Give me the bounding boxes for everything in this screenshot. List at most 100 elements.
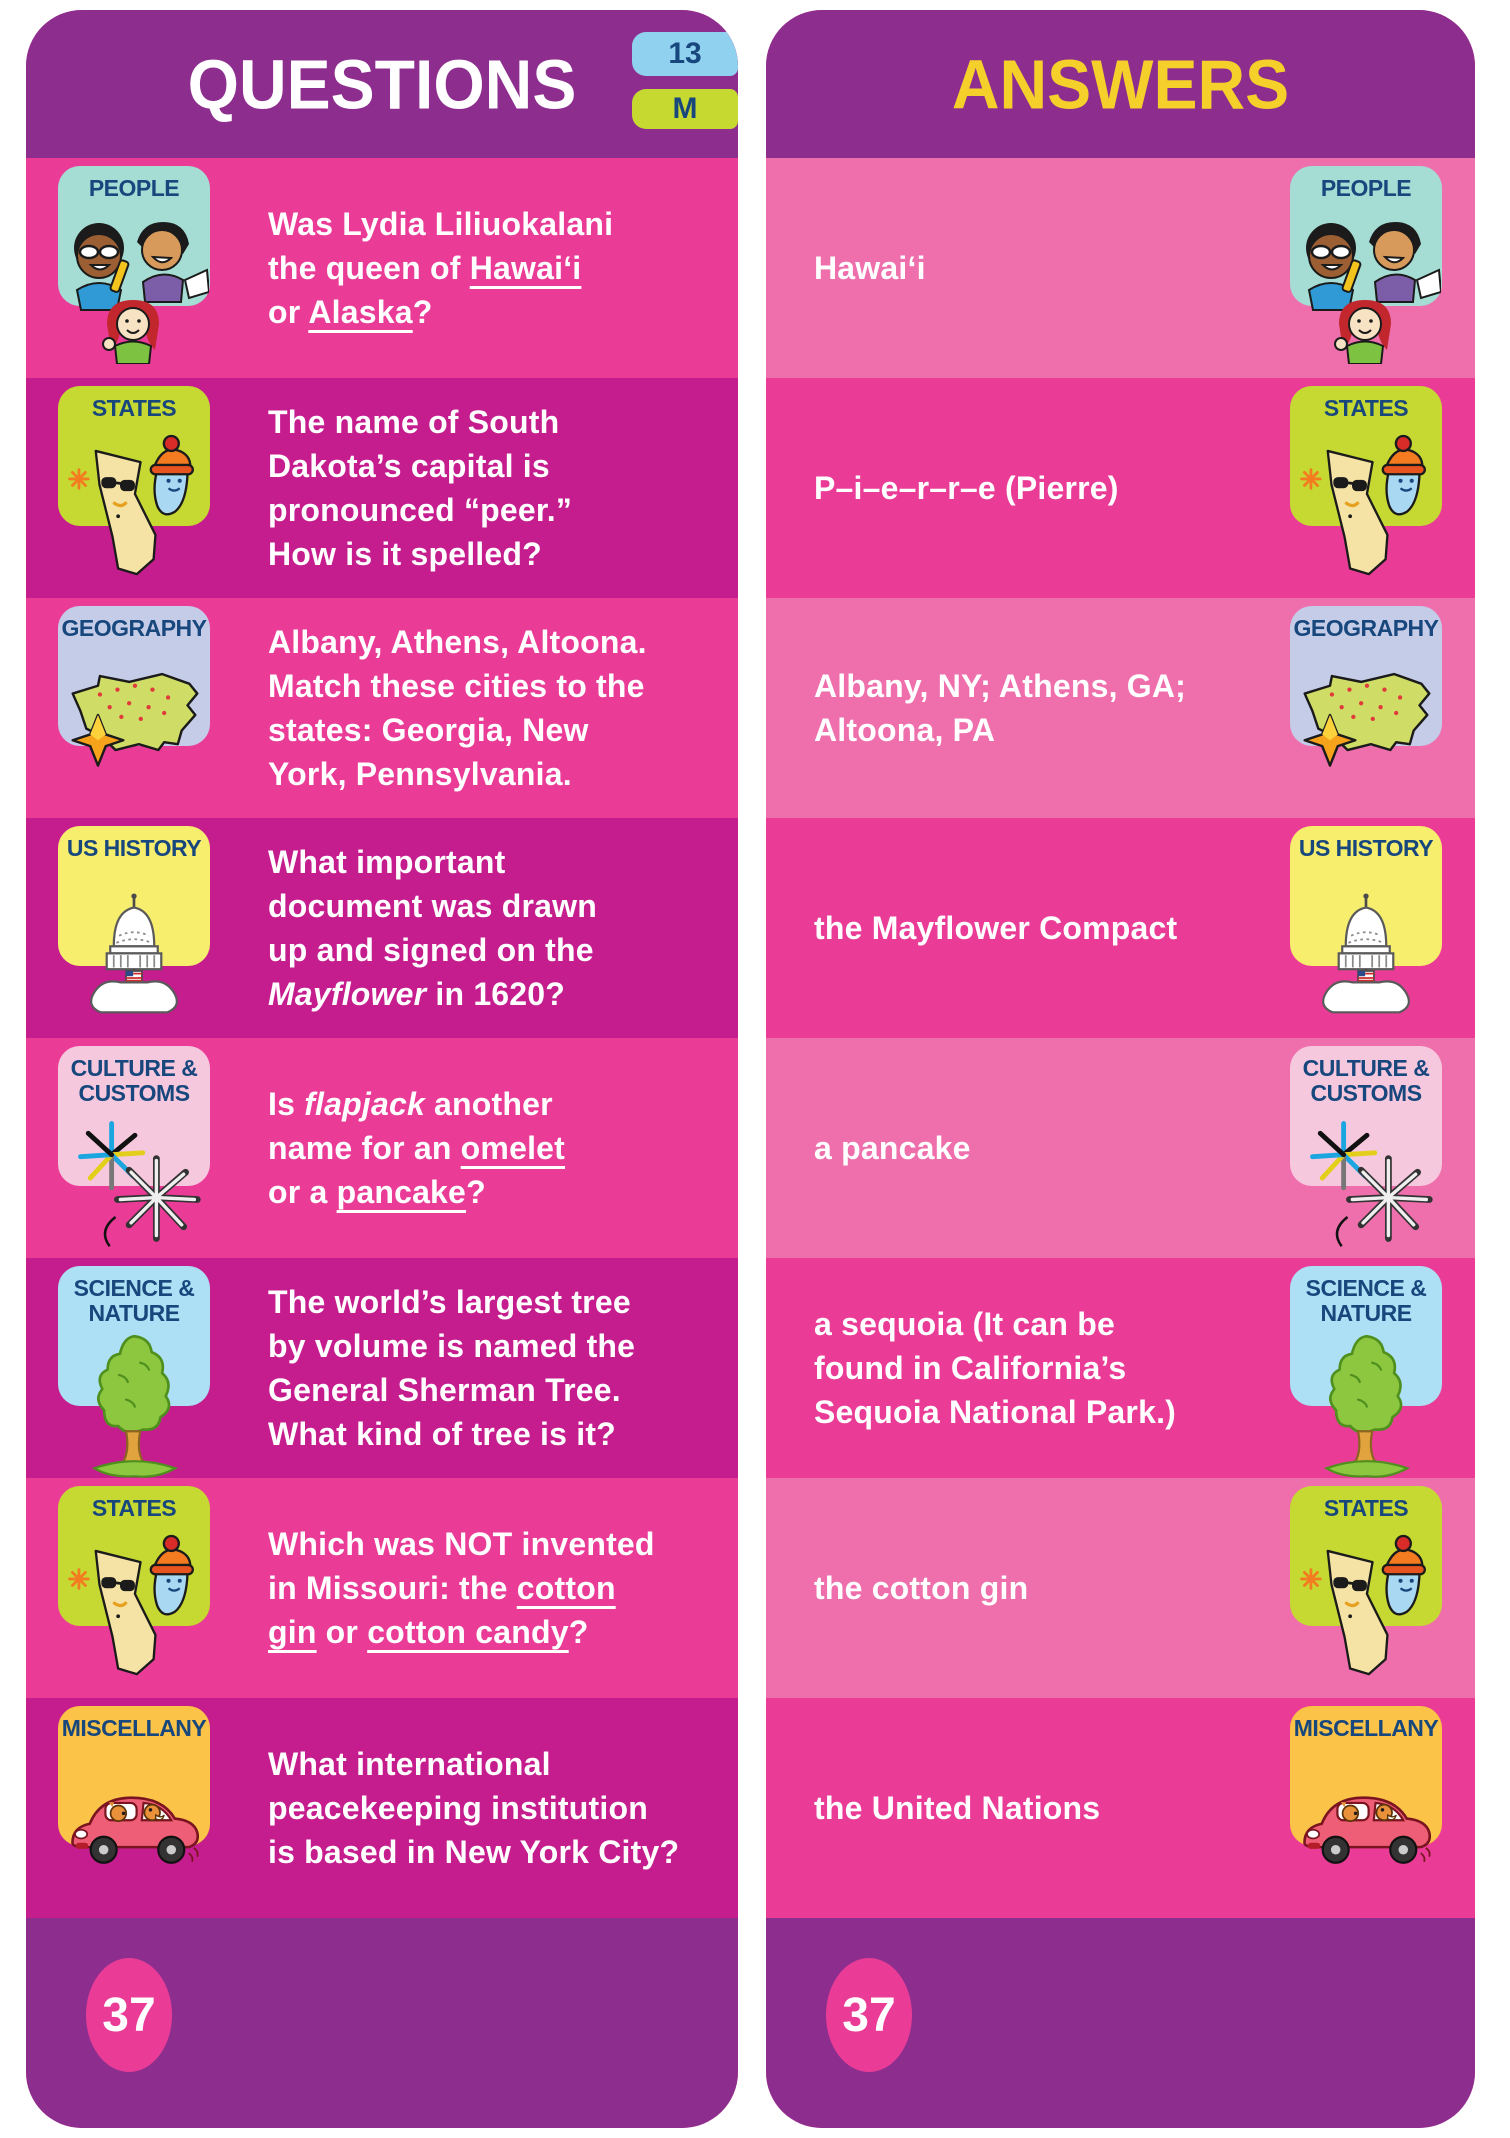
qa-row: SCIENCE & NATURE The world’s largest tre… bbox=[26, 1258, 738, 1478]
level-number-chip: 13 bbox=[632, 32, 738, 76]
capitol-icon bbox=[1300, 886, 1432, 1031]
qa-row: GEOGRAPHY Albany, Athens, Altoona. Match … bbox=[26, 598, 738, 818]
answers-panel: ANSWERS PEOPLE Hawai‘i STATES P–i–e–r–r–… bbox=[766, 10, 1475, 2128]
us-map-compass-icon bbox=[1293, 660, 1439, 773]
capitol-icon bbox=[68, 886, 200, 1031]
category-badge: CULTURE & CUSTOMS bbox=[58, 1046, 210, 1258]
category-label: STATES bbox=[1323, 395, 1409, 421]
category-label: STATES bbox=[1323, 1495, 1409, 1521]
category-badge: PEOPLE bbox=[1290, 166, 1443, 378]
tree-icon bbox=[1300, 1326, 1432, 1487]
level-number: 13 bbox=[668, 37, 702, 70]
qa-row: STATES the cotton gin bbox=[766, 1478, 1475, 1698]
questions-rows: PEOPLE Was Lydia Liliuokalani the queen o… bbox=[26, 158, 738, 1918]
qa-row: SCIENCE & NATURE a sequoia (It can be fou… bbox=[766, 1258, 1475, 1478]
category-badge-background bbox=[1290, 1046, 1442, 1186]
level-badge: 13 M bbox=[632, 32, 738, 129]
qa-row: PEOPLE Hawai‘i bbox=[766, 158, 1475, 378]
answer-text: a sequoia (It can be found in California’… bbox=[814, 1306, 1177, 1430]
california-maine-icon bbox=[1296, 1526, 1436, 1691]
category-badge: PEOPLE bbox=[58, 166, 211, 378]
category-label: PEOPLE bbox=[1320, 175, 1412, 201]
qa-row: GEOGRAPHY Albany, NY; Athens, GA; Altoona… bbox=[766, 598, 1475, 818]
tree-icon bbox=[68, 1326, 200, 1487]
category-label: CULTURE & CUSTOMS bbox=[70, 1055, 198, 1106]
question-text: What important document was drawn up and s… bbox=[268, 844, 597, 1012]
people-kids-icon bbox=[59, 204, 211, 369]
fireworks-icon bbox=[59, 1108, 209, 1259]
qa-row: US HISTORY the Mayflower Compact bbox=[766, 818, 1475, 1038]
category-label: MISCELLANY bbox=[61, 1715, 207, 1741]
answer-text: Albany, NY; Athens, GA; Altoona, PA bbox=[814, 668, 1187, 748]
answer-text: P–i–e–r–r–e (Pierre) bbox=[814, 470, 1119, 506]
page-number: 37 bbox=[102, 1988, 156, 2042]
category-label: SCIENCE & NATURE bbox=[1305, 1275, 1427, 1326]
question-text: Albany, Athens, Altoona. Match these citi… bbox=[268, 624, 647, 792]
questions-footer: 37 bbox=[26, 1918, 738, 2128]
answer-text: the cotton gin bbox=[814, 1570, 1029, 1606]
category-label: SCIENCE & NATURE bbox=[73, 1275, 195, 1326]
qa-row: CULTURE & CUSTOMS Is flapjack another nam… bbox=[26, 1038, 738, 1258]
category-label: GEOGRAPHY bbox=[1293, 615, 1439, 641]
page-number-badge: 37 bbox=[826, 1958, 912, 2072]
category-badge-background bbox=[58, 1046, 210, 1186]
category-label: STATES bbox=[91, 395, 177, 421]
california-maine-icon bbox=[1296, 426, 1436, 591]
category-badge: GEOGRAPHY bbox=[58, 606, 210, 818]
category-label: STATES bbox=[91, 1495, 177, 1521]
answers-title: ANSWERS bbox=[951, 44, 1290, 124]
questions-title: QUESTIONS bbox=[187, 44, 577, 124]
category-label: US HISTORY bbox=[66, 835, 202, 861]
qa-row: STATES P–i–e–r–r–e (Pierre) bbox=[766, 378, 1475, 598]
us-map-compass-icon bbox=[61, 660, 207, 773]
qa-row: MISCELLANY What international peacekeepin… bbox=[26, 1698, 738, 1918]
level-letter-chip: M bbox=[632, 89, 738, 129]
category-badge: MISCELLANY bbox=[1290, 1706, 1442, 1918]
qa-row: CULTURE & CUSTOMS a pancake bbox=[766, 1038, 1475, 1258]
category-label: CULTURE & CUSTOMS bbox=[1302, 1055, 1430, 1106]
fireworks-icon bbox=[1291, 1108, 1441, 1259]
qa-row: US HISTORY What important document was dr… bbox=[26, 818, 738, 1038]
qa-row: PEOPLE Was Lydia Liliuokalani the queen o… bbox=[26, 158, 738, 378]
qa-row: STATES Which was NOT invented in Missouri… bbox=[26, 1478, 738, 1698]
category-label: US HISTORY bbox=[1298, 835, 1434, 861]
question-text: Was Lydia Liliuokalani the queen of Hawai… bbox=[268, 206, 614, 330]
category-badge: SCIENCE & NATURE bbox=[58, 1266, 210, 1478]
category-badge: US HISTORY bbox=[58, 826, 210, 1038]
car-dogs-icon bbox=[59, 1770, 209, 1879]
category-badge: CULTURE & CUSTOMS bbox=[1290, 1046, 1442, 1258]
answers-rows: PEOPLE Hawai‘i STATES P–i–e–r–r–e (Pierr… bbox=[766, 158, 1475, 1918]
category-badge: STATES bbox=[58, 386, 210, 598]
question-text: Is flapjack another name for an omelet or … bbox=[268, 1086, 566, 1210]
page-number-badge: 37 bbox=[86, 1958, 172, 2072]
answers-header: ANSWERS bbox=[766, 10, 1475, 158]
category-badge: GEOGRAPHY bbox=[1290, 606, 1442, 818]
question-text: What international peacekeeping instituti… bbox=[268, 1746, 680, 1870]
category-badge: STATES bbox=[1290, 386, 1442, 598]
category-label: GEOGRAPHY bbox=[61, 615, 207, 641]
category-badge: SCIENCE & NATURE bbox=[1290, 1266, 1442, 1478]
answer-text: Hawai‘i bbox=[814, 250, 926, 286]
answer-text: the Mayflower Compact bbox=[814, 910, 1178, 946]
answer-text: the United Nations bbox=[814, 1790, 1101, 1826]
level-letter: M bbox=[672, 92, 698, 125]
category-badge: STATES bbox=[1290, 1486, 1442, 1698]
category-label: PEOPLE bbox=[88, 175, 180, 201]
question-text: Which was NOT invented in Missouri: the c… bbox=[268, 1526, 655, 1650]
car-dogs-icon bbox=[1291, 1770, 1441, 1879]
category-badge: MISCELLANY bbox=[58, 1706, 210, 1918]
answer-text: a pancake bbox=[814, 1130, 971, 1166]
category-badge: US HISTORY bbox=[1290, 826, 1442, 1038]
qa-row: MISCELLANY the United Nations bbox=[766, 1698, 1475, 1918]
people-kids-icon bbox=[1291, 204, 1443, 369]
qa-row: STATES The name of South Dakota’s capital… bbox=[26, 378, 738, 598]
questions-panel: QUESTIONS 13 M PEOPLE Was Lydia Liliuoka… bbox=[26, 10, 738, 2128]
question-text: The name of South Dakota’s capital is pron… bbox=[268, 404, 573, 572]
page-number: 37 bbox=[842, 1988, 896, 2042]
california-maine-icon bbox=[64, 426, 204, 591]
california-maine-icon bbox=[64, 1526, 204, 1691]
question-text: The world’s largest tree by volume is nam… bbox=[268, 1284, 636, 1452]
answers-footer: 37 bbox=[766, 1918, 1475, 2128]
category-label: MISCELLANY bbox=[1293, 1715, 1439, 1741]
category-badge: STATES bbox=[58, 1486, 210, 1698]
